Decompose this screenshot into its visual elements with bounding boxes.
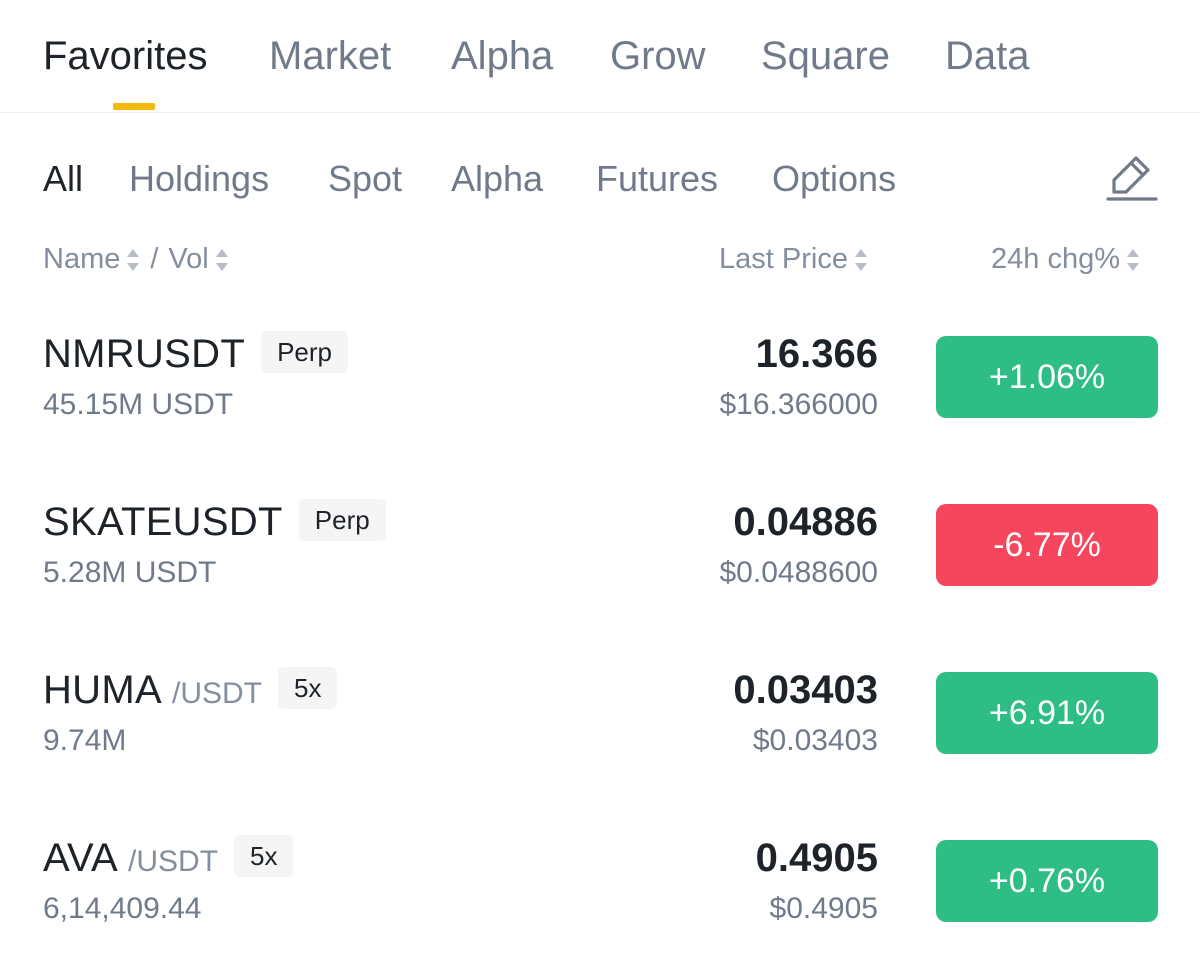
- volume: 9.74M: [43, 724, 127, 757]
- pair-name: AVA /USDT 5x: [43, 835, 294, 883]
- change-badge[interactable]: -6.77%: [936, 504, 1158, 586]
- name-vol-header: Name / Vol: [43, 243, 231, 276]
- market-row[interactable]: NMRUSDT Perp 45.15M USDT 16.366 $16.3660…: [0, 331, 1200, 472]
- change-badge[interactable]: +0.76%: [936, 840, 1158, 922]
- usd-price: $16.366000: [719, 388, 879, 421]
- sort-arrows-icon: [854, 248, 867, 271]
- top-tab-bar: Favorites Market Alpha Grow Square Data: [0, 0, 1200, 113]
- pencil-icon: [1106, 156, 1158, 201]
- filter-tab-futures[interactable]: Futures: [596, 158, 719, 199]
- last-price-header[interactable]: Last Price: [719, 243, 870, 276]
- change-badge[interactable]: +1.06%: [936, 336, 1158, 418]
- market-row[interactable]: SKATEUSDT Perp 5.28M USDT 0.04886 $0.048…: [0, 499, 1200, 640]
- filter-tab-all[interactable]: All: [43, 158, 84, 199]
- quote-asset: /USDT: [128, 845, 219, 878]
- edit-favorites-button[interactable]: [1106, 150, 1160, 204]
- change-label: 24h chg%: [991, 243, 1120, 275]
- last-price: 0.03403: [733, 668, 878, 712]
- market-row[interactable]: HUMA /USDT 5x 9.74M 0.03403 $0.03403 +6.…: [0, 667, 1200, 808]
- pair-name: NMRUSDT Perp: [43, 331, 349, 379]
- tab-favorites[interactable]: Favorites: [43, 34, 208, 78]
- volume: 6,14,409.44: [43, 892, 202, 925]
- filter-tab-spot[interactable]: Spot: [328, 158, 403, 199]
- quote-asset: /USDT: [171, 677, 262, 710]
- filter-tab-options[interactable]: Options: [772, 158, 897, 199]
- tab-data[interactable]: Data: [945, 34, 1030, 78]
- filter-tab-holdings[interactable]: Holdings: [129, 158, 270, 199]
- pair-name: HUMA /USDT 5x: [43, 667, 338, 715]
- sort-by-volume[interactable]: Vol: [168, 243, 209, 275]
- sort-by-name[interactable]: Name: [43, 243, 121, 275]
- usd-price: $0.0488600: [719, 556, 879, 589]
- leverage-tag: 5x: [277, 667, 338, 709]
- market-row[interactable]: AVA /USDT 5x 6,14,409.44 0.4905 $0.4905 …: [0, 835, 1200, 976]
- tab-market[interactable]: Market: [269, 34, 392, 78]
- symbol: SKATEUSDT: [43, 500, 283, 544]
- tab-square[interactable]: Square: [761, 34, 890, 78]
- active-tab-indicator: [113, 103, 155, 110]
- sort-arrows-icon: [1127, 248, 1139, 271]
- change-header[interactable]: 24h chg%: [991, 243, 1142, 276]
- last-price-label: Last Price: [719, 243, 848, 275]
- volume: 5.28M USDT: [43, 556, 217, 589]
- last-price: 0.4905: [755, 836, 878, 880]
- last-price: 0.04886: [733, 500, 878, 544]
- header-separator: /: [150, 243, 159, 275]
- symbol: AVA: [43, 836, 119, 880]
- tab-grow[interactable]: Grow: [610, 34, 706, 78]
- contract-tag: Perp: [298, 499, 386, 541]
- leverage-tag: 5x: [234, 835, 294, 877]
- filter-tab-alpha[interactable]: Alpha: [451, 158, 544, 199]
- contract-tag: Perp: [261, 331, 349, 373]
- tab-alpha[interactable]: Alpha: [451, 34, 554, 78]
- change-badge[interactable]: +6.91%: [936, 672, 1158, 754]
- sort-arrows-icon[interactable]: [215, 246, 229, 274]
- sort-arrows-icon[interactable]: [126, 246, 140, 274]
- last-price: 16.366: [755, 332, 878, 376]
- pair-name: SKATEUSDT Perp: [43, 499, 386, 547]
- symbol: HUMA: [43, 668, 162, 712]
- usd-price: $0.03403: [752, 724, 878, 757]
- usd-price: $0.4905: [769, 892, 878, 925]
- symbol: NMRUSDT: [43, 332, 246, 376]
- volume: 45.15M USDT: [43, 388, 234, 421]
